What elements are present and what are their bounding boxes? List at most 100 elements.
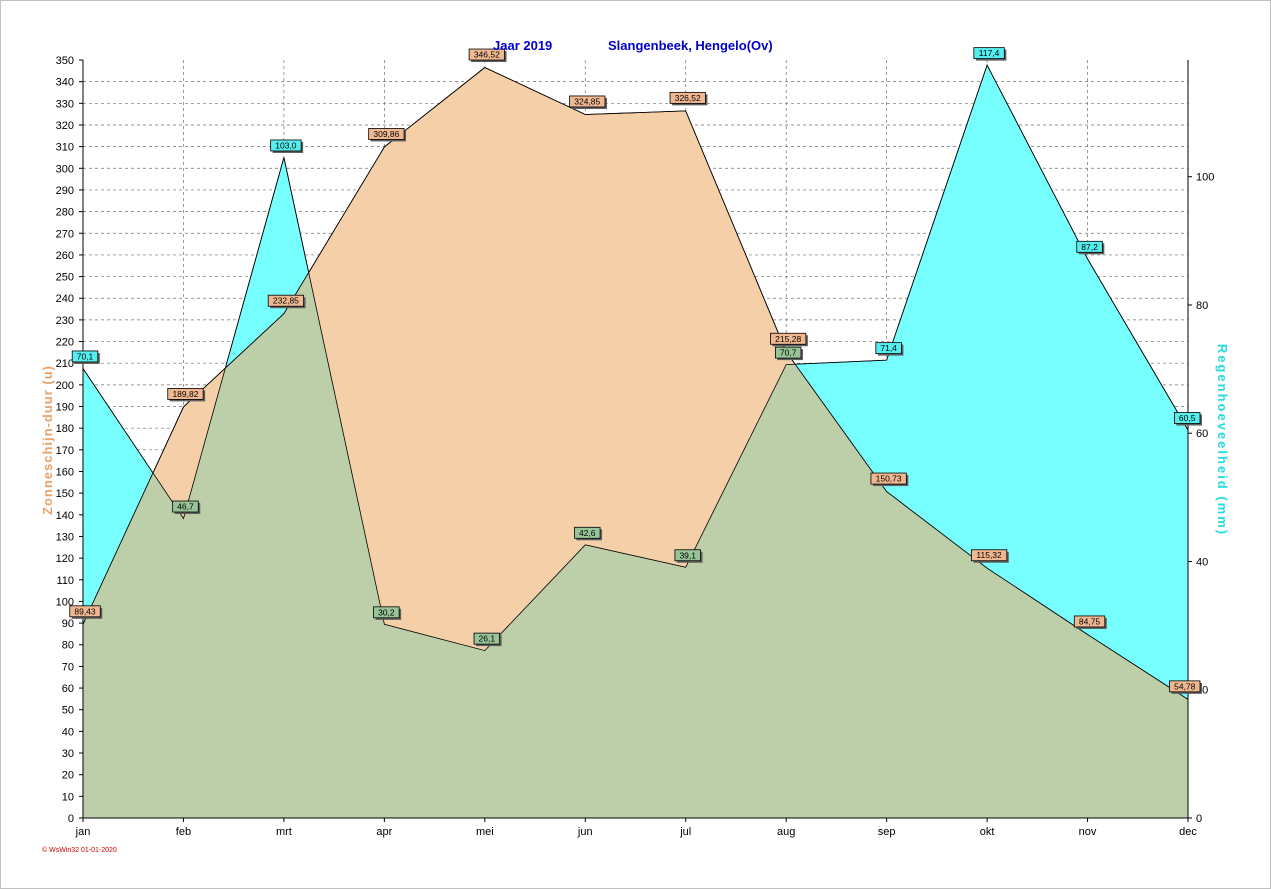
data-label-box <box>69 605 101 618</box>
x-tick-label: okt <box>980 826 995 838</box>
sun-data-label: 309,86 <box>368 128 407 142</box>
data-label-box <box>1174 412 1201 424</box>
data-label-text: 324,85 <box>574 96 600 106</box>
x-tick-label: jun <box>577 826 593 838</box>
left-tick-label: 90 <box>62 618 74 630</box>
data-label-text: 346,52 <box>474 50 500 60</box>
data-label-text: 26,1 <box>479 634 496 644</box>
data-label-text: 115,32 <box>976 550 1002 560</box>
data-label-box <box>270 139 302 152</box>
sun-data-label: 115,32 <box>970 549 1009 563</box>
data-label-box <box>1169 680 1201 693</box>
data-label-text: 215,28 <box>775 334 801 344</box>
left-tick-label: 230 <box>56 315 74 327</box>
data-label-text: 42,6 <box>579 528 596 538</box>
x-tick-label: feb <box>176 826 191 838</box>
data-label-box <box>167 388 204 400</box>
x-tick-label: jan <box>75 826 91 838</box>
x-tick-label: sep <box>878 826 896 838</box>
data-label-box <box>71 350 99 363</box>
data-label-text: 70,7 <box>780 348 797 358</box>
data-label-text: 103,0 <box>275 140 297 150</box>
left-tick-label: 280 <box>56 207 74 219</box>
left-tick-label: 260 <box>56 250 74 262</box>
left-tick-label: 40 <box>62 726 74 738</box>
rain-data-label: 87,2 <box>1076 240 1105 255</box>
rain-data-label: 60,5 <box>1174 412 1202 426</box>
left-tick-label: 70 <box>62 661 74 673</box>
data-label-text: 54,78 <box>1174 681 1196 691</box>
x-tick-label: nov <box>1079 826 1097 838</box>
left-tick-label: 160 <box>56 466 74 478</box>
data-label-text: 150,73 <box>876 474 902 484</box>
data-label-box <box>368 128 405 140</box>
data-label-text: 70,1 <box>77 351 94 361</box>
sun-data-label: 232,85 <box>267 294 306 309</box>
rain-data-label: 103,0 <box>270 139 304 153</box>
data-label-box <box>267 294 305 307</box>
left-tick-label: 80 <box>62 640 74 652</box>
data-label-text: 84,75 <box>1079 616 1101 626</box>
right-tick-label: 40 <box>1196 556 1208 568</box>
data-label-box <box>973 47 1005 60</box>
data-label-box <box>574 526 601 539</box>
data-label-text: 71,4 <box>880 343 897 353</box>
data-label-text: 232,85 <box>273 296 299 306</box>
left-tick-label: 110 <box>56 575 74 587</box>
left-tick-label: 130 <box>56 531 74 543</box>
data-label-text: 87,2 <box>1081 242 1098 252</box>
x-tick-label: apr <box>376 826 392 838</box>
data-label-box <box>172 500 199 513</box>
footer-text: © WsWin32 01-01-2020 <box>42 846 117 854</box>
rain-data-label: 117,4 <box>973 47 1007 61</box>
left-tick-label: 120 <box>56 553 74 565</box>
data-label-box <box>875 342 902 355</box>
right-tick-label: 0 <box>1196 813 1202 825</box>
data-label-box <box>770 332 807 345</box>
x-tick-label: mei <box>476 826 494 838</box>
right-axis-title: Regenhoeveelheid (mm) <box>1215 344 1230 536</box>
left-tick-label: 30 <box>62 748 74 760</box>
rain-data-label: 30,2 <box>373 606 402 620</box>
left-tick-label: 140 <box>56 510 74 522</box>
left-tick-label: 10 <box>62 791 74 803</box>
data-label-box <box>870 472 907 485</box>
sun-data-label: 346,52 <box>468 48 507 63</box>
x-tick-label: dec <box>1179 826 1197 838</box>
sun-data-label: 84,75 <box>1073 615 1107 629</box>
data-label-box <box>774 346 802 359</box>
x-axis-ticks: jan feb mrt apr mei jun jul aug sep okt nov dec <box>75 818 1197 838</box>
left-tick-label: 20 <box>62 770 74 782</box>
data-label-box <box>669 91 706 104</box>
chart-subtitle: Slangenbeek, Hengelo(Ov) <box>608 38 773 53</box>
left-tick-label: 220 <box>56 337 74 349</box>
right-tick-label: 60 <box>1196 428 1208 440</box>
sun-line <box>82 67 1189 700</box>
data-label-box <box>970 549 1008 562</box>
left-tick-label: 270 <box>56 228 74 240</box>
sun-data-label: 89,43 <box>69 605 103 619</box>
data-label-text: 117,4 <box>979 48 1000 58</box>
left-tick-label: 170 <box>56 445 74 457</box>
sun-data-label: 326,52 <box>669 91 708 106</box>
rain-data-label: 71,4 <box>875 342 904 356</box>
data-label-text: 326,52 <box>675 93 701 103</box>
left-tick-label: 290 <box>56 185 74 197</box>
data-label-box <box>1076 240 1103 253</box>
left-axis-title: Zonneschijn-duur (u) <box>40 365 55 515</box>
data-label-box <box>674 549 701 562</box>
data-label-text: 309,86 <box>373 129 399 139</box>
left-tick-label: 180 <box>56 423 74 435</box>
left-tick-label: 300 <box>56 163 74 175</box>
left-tick-label: 190 <box>56 402 74 414</box>
left-tick-label: 340 <box>56 77 74 89</box>
left-tick-label: 0 <box>68 813 74 825</box>
x-tick-label: aug <box>777 826 795 838</box>
rain-data-label: 42,6 <box>574 526 603 541</box>
left-tick-label: 250 <box>56 272 74 284</box>
rain-data-label: 70,7 <box>774 346 803 361</box>
data-label-box <box>569 95 606 108</box>
data-labels: 89,43 189,82 232,85 309,86 346,52 324,85 326,5… <box>69 47 1202 694</box>
data-label-text: 60,5 <box>1179 413 1196 423</box>
